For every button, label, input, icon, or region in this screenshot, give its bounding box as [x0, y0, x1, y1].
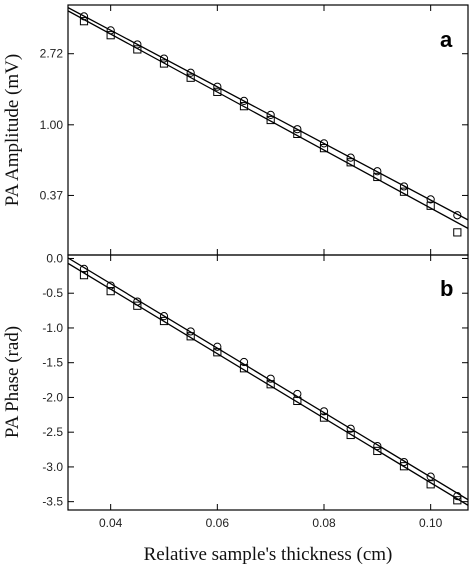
panel-a-square-point	[213, 87, 222, 96]
panel-b-letter: b	[440, 276, 453, 301]
panel-b-square-point	[186, 332, 195, 341]
x-tick-label: 0.06	[206, 516, 230, 530]
panel-b-frame	[67, 254, 469, 511]
panel-b-square-point	[293, 396, 302, 406]
panel-a-circle-point	[346, 153, 355, 162]
panel-a-circle-point	[426, 195, 435, 204]
panel-a-amplitude: 0.37 1.00 2.72 a PA Amplitude (mV)	[2, 4, 469, 256]
x-tick-label: 0.04	[99, 516, 123, 530]
panel-a-ytick-label: 0.37	[40, 188, 64, 202]
panel-a-circle-point	[213, 82, 222, 91]
panel-a-circle-point	[159, 54, 169, 63]
panel-b-square-point	[346, 430, 355, 440]
panel-b-square-point	[106, 287, 115, 296]
panel-a-square-point	[373, 172, 382, 182]
panel-b-ytick-label: -3.5	[42, 495, 63, 509]
panel-a-circle-point	[373, 167, 382, 176]
panel-a-ytick-label: 1.00	[40, 118, 64, 132]
panel-b-circle-point	[266, 374, 275, 383]
panel-a-circle-point	[453, 211, 462, 220]
panel-a-square-point	[239, 102, 249, 111]
panel-b-ytick-label: -0.5	[42, 286, 63, 300]
panel-a-ylabel: PA Amplitude (mV)	[2, 54, 23, 206]
panel-b-ytick-label: -3.0	[42, 460, 63, 474]
panel-b-ytick-label: -2.5	[42, 425, 63, 439]
panel-b-ytick-label: -1.0	[42, 321, 63, 335]
panel-b-square-point	[399, 462, 409, 471]
panel-b-circle-point	[373, 441, 382, 451]
panel-a-square-point	[266, 115, 275, 125]
panel-b-square-point	[213, 348, 222, 357]
panel-a-circle-point	[186, 68, 195, 77]
panel-a-square-point	[319, 144, 329, 153]
panel-a-circle-point	[319, 139, 329, 148]
panel-a-frame	[67, 4, 469, 256]
panel-a-circle-point	[266, 110, 275, 119]
panel-b-square-point	[373, 446, 382, 456]
panel-b-ylabel: PA Phase (rad)	[2, 326, 23, 438]
panel-b-circle-point	[346, 424, 355, 433]
panel-b-circle-point	[213, 342, 222, 351]
panel-b-fit-line-square	[68, 262, 468, 506]
panel-a-square-point	[346, 158, 355, 167]
panel-b-square-point	[426, 480, 435, 489]
panel-b-ytick-label: -1.5	[42, 356, 63, 370]
panel-a-circle-point	[239, 96, 249, 106]
x-axis-title: Relative sample's thickness (cm)	[144, 544, 393, 565]
panel-b-square-point	[239, 364, 249, 373]
panel-a-ytick-label: 2.72	[40, 47, 64, 61]
panel-b-circle-point	[399, 457, 409, 467]
panel-b-square-point	[266, 380, 275, 389]
x-tick-label: 0.10	[419, 516, 443, 530]
panel-b-circle-point	[319, 407, 329, 416]
panel-a-letter: a	[440, 27, 453, 52]
panel-a-square-point	[79, 17, 89, 26]
panel-a-square-point	[453, 228, 462, 237]
panel-b-circle-point	[239, 357, 249, 367]
panel-a-square-point	[186, 73, 195, 82]
panel-a-square-point	[106, 31, 115, 40]
panel-b-ytick-label: -2.0	[42, 390, 63, 404]
panel-a-square-point	[159, 59, 169, 68]
x-tick-label: 0.08	[312, 516, 336, 530]
panel-b-circle-point	[186, 327, 195, 336]
panel-b-square-point	[133, 301, 142, 310]
panel-b-square-point	[79, 271, 89, 280]
panel-a-circle-point	[399, 182, 409, 191]
panel-a-fit-line-square	[68, 10, 468, 229]
panel-a-square-point	[293, 129, 302, 138]
panel-a-square-point	[133, 45, 142, 54]
panel-a-square-point	[426, 201, 435, 210]
panel-a-square-point	[399, 187, 409, 196]
panel-b-phase: 0.0 -0.5 -1.0 -1.5 -2.0 -2.5 -3.0 -3.5 0.04 0.06 0…	[2, 251, 469, 565]
panel-b-square-point	[319, 413, 329, 422]
panel-b-square-point	[159, 316, 169, 326]
panel-b-circle-point	[159, 312, 169, 321]
panel-b-ytick-label: 0.0	[46, 251, 63, 265]
panel-a-circle-point	[293, 125, 302, 134]
panel-b-square-point	[453, 496, 462, 505]
